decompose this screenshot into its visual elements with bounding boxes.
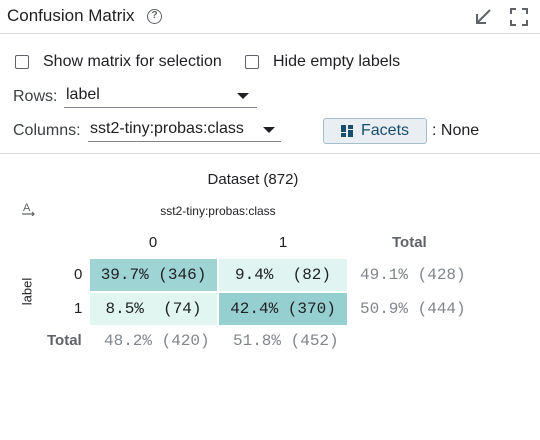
row-header-1: 1 <box>74 300 83 317</box>
column-total-0: 48.2% (420) <box>104 332 210 350</box>
matrix-cell[interactable]: 39.7% (346) <box>90 259 217 291</box>
chevron-down-icon <box>263 127 275 133</box>
hide-empty-labels-label: Hide empty labels <box>273 53 401 70</box>
show-matrix-label: Show matrix for selection <box>43 53 222 70</box>
panel-header: Confusion Matrix ? <box>0 0 540 34</box>
facets-button[interactable]: Facets <box>323 118 427 144</box>
matrix-cell[interactable]: 8.5% (74) <box>90 293 217 325</box>
help-icon[interactable]: ? <box>147 9 162 24</box>
columns-label: Columns: <box>13 122 81 139</box>
rows-select-value: label <box>66 86 100 103</box>
chevron-down-icon <box>237 93 249 99</box>
svg-text:A: A <box>23 202 31 214</box>
minimize-icon[interactable] <box>473 6 495 28</box>
total-row-label: Total <box>47 332 82 349</box>
controls-panel: Show matrix for selection Hide empty lab… <box>0 34 540 154</box>
panel-title: Confusion Matrix <box>7 6 135 25</box>
column-field-label: sst2-tiny:probas:class <box>160 204 276 218</box>
column-header-1: 1 <box>278 234 288 251</box>
sort-alpha-icon[interactable]: A <box>20 200 36 216</box>
matrix-cell[interactable]: 9.4% (82) <box>219 259 347 291</box>
row-field-label: label <box>19 277 35 306</box>
show-matrix-for-selection-toggle[interactable]: Show matrix for selection <box>15 53 222 71</box>
matrix-cell[interactable]: 42.4% (370) <box>219 293 347 325</box>
columns-select[interactable]: sst2-tiny:probas:class <box>88 118 281 142</box>
column-header-0: 0 <box>148 234 158 251</box>
row-header-0: 0 <box>74 266 83 283</box>
column-total-1: 51.8% (452) <box>233 332 339 350</box>
show-matrix-checkbox[interactable] <box>15 55 29 69</box>
hide-empty-labels-toggle[interactable]: Hide empty labels <box>245 53 400 71</box>
row-total-0: 49.1% (428) <box>360 266 466 284</box>
rows-label: Rows: <box>13 88 58 105</box>
total-column-header: Total <box>392 234 427 251</box>
dataset-title: Dataset (872) <box>207 171 299 188</box>
facets-button-label: Facets <box>361 122 410 139</box>
fullscreen-icon[interactable] <box>508 6 530 28</box>
columns-select-value: sst2-tiny:probas:class <box>90 120 244 137</box>
facets-value: : None <box>432 122 480 139</box>
row-total-1: 50.9% (444) <box>360 300 466 318</box>
dashboard-icon <box>341 125 353 137</box>
hide-empty-labels-checkbox[interactable] <box>245 55 259 69</box>
rows-select[interactable]: label <box>64 84 257 108</box>
